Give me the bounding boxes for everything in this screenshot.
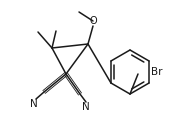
Text: N: N [30,99,38,109]
Text: O: O [89,16,97,26]
Text: Br: Br [151,67,163,77]
Text: N: N [82,102,90,112]
